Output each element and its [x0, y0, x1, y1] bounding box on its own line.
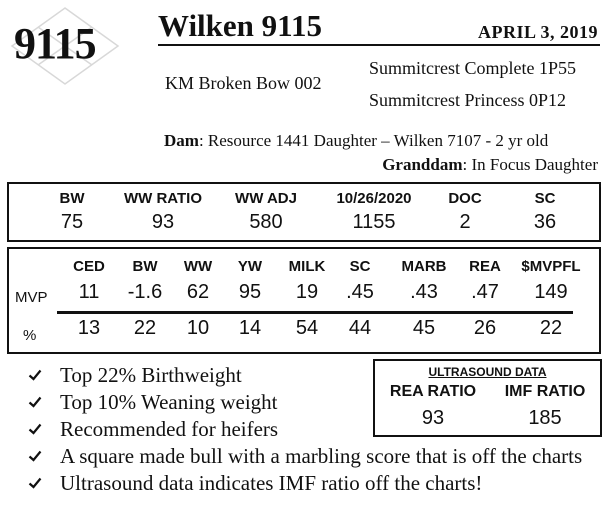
highlight-text: Ultrasound data indicates IMF ratio off … [60, 471, 483, 495]
imf-ratio-value: 185 [528, 407, 562, 429]
epd-header: BW [132, 258, 158, 275]
percent-row-label: % [23, 327, 37, 344]
sire-sire-name: Summitcrest Complete 1P55 [369, 58, 576, 78]
epd-percent-value: 14 [238, 317, 262, 339]
dam-value: : Resource 1441 Daughter – Wilken 7107 -… [198, 131, 549, 150]
weights-header: WW ADJ [235, 190, 297, 207]
weights-value: 1155 [352, 211, 396, 233]
sire-dam-name: Summitcrest Princess 0P12 [369, 90, 566, 110]
birth-date: APRIL 3, 2019 [477, 22, 598, 42]
granddam-line: Granddam: In Focus Daughter [382, 155, 598, 175]
epd-percent-value: 54 [295, 317, 319, 339]
epd-column-sc: SC .45 44 [325, 249, 395, 340]
highlight-text: Recommended for heifers [60, 417, 279, 441]
rea-ratio-label: REA RATIO [389, 383, 477, 400]
epd-percent-value: 44 [348, 317, 372, 339]
epd-mvp-value: 19 [295, 281, 319, 303]
checkmark-icon [28, 396, 42, 408]
epd-header: REA [469, 258, 501, 275]
epd-header: WW [183, 258, 213, 275]
epd-column-rea: REA .47 26 [450, 249, 520, 340]
rea-ratio-value: 93 [421, 407, 445, 429]
epd-column-mvpfl: $MVPFL 149 22 [509, 249, 593, 340]
granddam-label: Granddam [382, 155, 463, 174]
highlight-text: Top 22% Birthweight [60, 363, 242, 387]
weights-column-sc: SC 36 [495, 184, 595, 234]
checkmark-icon [28, 369, 42, 381]
weights-column-ww-ratio: WW RATIO 93 [113, 184, 213, 234]
epd-mvp-value: .43 [410, 281, 438, 303]
epd-percent-value: 10 [186, 317, 210, 339]
rea-ratio-column: REA RATIO 93 [377, 383, 489, 430]
highlight-text: A square made bull with a marbling score… [60, 444, 583, 468]
weights-column-doc: DOC 2 [415, 184, 515, 234]
weights-header: WW RATIO [123, 190, 203, 207]
ultrasound-title: ULTRASOUND DATA [428, 365, 547, 379]
weights-value: 75 [60, 211, 84, 233]
epd-column-ww: WW 62 10 [163, 249, 233, 340]
name-underline [158, 44, 600, 46]
epd-header: SC [349, 258, 371, 275]
mvp-row-label: MVP [15, 289, 48, 306]
mvp-row-divider [57, 311, 573, 314]
weights-column-yearling-weight: 10/26/2020 1155 [324, 184, 424, 234]
epd-column-bw: BW -1.6 22 [110, 249, 180, 340]
epd-column-yw: YW 95 14 [215, 249, 285, 340]
sire-name: KM Broken Bow 002 [165, 73, 322, 93]
highlight-text: Top 10% Weaning weight [60, 390, 278, 414]
weights-header: DOC [448, 190, 482, 207]
epd-percent-value: 22 [133, 317, 157, 339]
lot-number: 9115 [14, 19, 97, 68]
weights-header: SC [534, 190, 556, 207]
epd-mvp-value: -1.6 [127, 281, 163, 303]
imf-ratio-column: IMF RATIO 185 [489, 383, 601, 430]
weights-column-ww-adj: WW ADJ 580 [216, 184, 316, 234]
epd-header: MILK [288, 258, 326, 275]
epd-percent-value: 26 [473, 317, 497, 339]
dam-label: Dam [164, 131, 199, 150]
checkmark-icon [28, 423, 42, 435]
list-item: Top 22% Birthweight [28, 363, 608, 387]
checkmark-icon [28, 477, 42, 489]
epd-percent-value: 45 [412, 317, 436, 339]
epd-mvp-value: 149 [534, 281, 568, 303]
epd-percent-value: 22 [539, 317, 563, 339]
dam-line: Dam: Resource 1441 Daughter – Wilken 710… [164, 131, 548, 151]
weights-value: 36 [533, 211, 557, 233]
weights-table: BW 75 WW RATIO 93 WW ADJ 580 10/26/2020 … [7, 182, 601, 242]
granddam-value: : In Focus Daughter [462, 155, 598, 174]
weights-value: 580 [249, 211, 283, 233]
list-item: Top 10% Weaning weight [28, 390, 608, 414]
epd-header: YW [237, 258, 263, 275]
highlights-list: Top 22% Birthweight Top 10% Weaning weig… [28, 363, 608, 498]
weights-value: 93 [151, 211, 175, 233]
checkmark-icon [28, 450, 42, 462]
epd-mvp-value: 95 [238, 281, 262, 303]
epd-mvp-value: 11 [78, 281, 100, 303]
list-item: Ultrasound data indicates IMF ratio off … [28, 471, 608, 495]
weights-value: 2 [459, 211, 471, 233]
list-item: A square made bull with a marbling score… [28, 444, 608, 468]
epd-column-marb: MARB .43 45 [389, 249, 459, 340]
epd-mvp-value: .45 [346, 281, 374, 303]
diamond-outline-icon [10, 7, 120, 85]
weights-header: 10/26/2020 [336, 190, 412, 207]
epd-header: MARB [401, 258, 447, 275]
weights-header: BW [59, 190, 85, 207]
epd-header: CED [73, 258, 105, 275]
epd-table: MVP % CED 11 13 BW -1.6 22 WW 62 10 YW 9… [7, 247, 601, 354]
epd-mvp-value: .47 [471, 281, 499, 303]
epd-header: $MVPFL [521, 258, 581, 275]
bull-name: Wilken 9115 [158, 8, 322, 43]
weights-column-bw: BW 75 [22, 184, 122, 234]
ultrasound-box: ULTRASOUND DATA REA RATIO 93 IMF RATIO 1… [373, 359, 602, 437]
epd-column-ced: CED 11 13 [54, 249, 124, 340]
imf-ratio-label: IMF RATIO [504, 383, 586, 400]
epd-mvp-value: 62 [186, 281, 210, 303]
epd-percent-value: 13 [77, 317, 101, 339]
list-item: Recommended for heifers [28, 417, 608, 441]
epd-column-milk: MILK 19 54 [272, 249, 342, 340]
